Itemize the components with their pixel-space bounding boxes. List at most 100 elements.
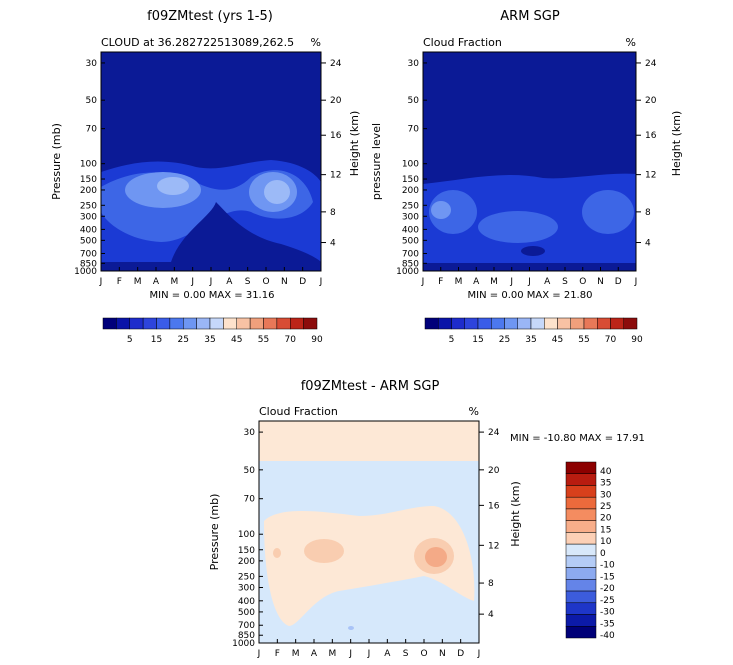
height-tick-label: 12 [330,171,341,181]
height-axis-label: Height (km) [670,111,683,177]
colorbar-label: 40 [600,467,612,477]
chart-subtitle: Cloud Fraction [423,36,502,49]
y-tick-label: 50 [408,96,420,106]
colorbar-swatch [303,317,318,330]
colorbar-label: 45 [552,335,563,345]
y-tick-label: 400 [402,225,419,235]
colorbar-label: 25 [499,335,510,345]
y-tick-label: 70 [408,125,420,135]
colorbar-label: 90 [311,335,323,345]
y-tick-label: 150 [238,546,255,556]
y-tick-label: 100 [238,530,255,540]
field-upper-peach [259,421,479,461]
colorbar-swatch [142,317,157,330]
colorbar-swatch [530,317,545,330]
x-tick-label: A [384,649,391,659]
colorbar-swatch [565,543,597,557]
colorbar-swatch [565,626,597,639]
height-tick-label: 24 [645,59,657,69]
field-blob-peach2 [273,548,281,558]
height-axis-label: Height (km) [348,111,361,177]
chart-subtitle: Cloud Fraction [259,405,338,418]
colorbar-label: 55 [578,335,589,345]
y-tick-label: 200 [238,557,255,567]
y-tick-label: 400 [238,597,255,607]
colorbar-label: 0 [600,549,606,559]
x-tick-label: J [209,277,213,287]
colorbar-swatch [565,485,597,498]
colorbar-swatch [565,508,597,521]
colorbar-label: -30 [600,608,615,618]
colorbar-label: -20 [600,584,615,594]
colorbar-swatch [565,520,597,533]
x-tick-label: A [473,277,480,287]
x-tick-label: M [490,277,498,287]
x-tick-label: F [438,277,443,287]
stats-text-diff: MIN = -10.80 MAX = 17.91 [510,433,645,444]
y-tick-label: 30 [244,428,256,438]
colorbar-label: 5 [127,335,133,345]
colorbar-label: 25 [178,335,189,345]
colorbar-label: 10 [600,537,612,547]
y-tick-label: 1000 [396,267,419,277]
colorbar-label: 15 [600,525,611,535]
colorbar-swatch [565,590,597,604]
y-tick-label: 250 [402,201,419,211]
x-tick-label: M [134,277,142,287]
y-tick-label: 500 [238,608,255,618]
colorbar-swatch [623,317,638,330]
colorbar-label: -25 [600,596,615,606]
contour-field-obs [423,52,636,271]
colorbar-swatch [565,579,597,592]
colorbar-label: 90 [631,335,643,345]
y-tick-label: 100 [402,160,419,170]
colorbar-swatch [464,317,479,330]
height-tick-label: 16 [645,131,657,141]
colorbar-swatch [544,317,558,330]
field-blob-peach2 [304,539,344,563]
units-label: % [311,36,321,49]
field-blob-dark [521,246,545,256]
units-label: % [626,36,636,49]
x-tick-label: S [562,277,568,287]
y-tick-label: 850 [402,259,419,269]
x-tick-label: M [455,277,463,287]
y-tick-label: 400 [80,225,97,235]
height-tick-label: 20 [488,466,500,476]
colorbar-swatch [451,317,465,330]
height-tick-label: 16 [488,501,500,511]
y-axis-label: pressure level [370,123,383,200]
contour-field-diff [259,421,479,643]
y-tick-label: 100 [80,160,97,170]
y-tick-label: 30 [86,59,98,69]
height-tick-label: 20 [645,96,657,106]
stats-text-obs: MIN = 0.00 MAX = 21.80 [468,290,593,301]
height-tick-label: 4 [330,239,336,249]
colorbar-swatch [565,532,597,545]
y-tick-label: 70 [86,125,98,135]
colorbar-swatch [565,473,597,486]
colorbar-swatch [610,317,624,330]
colorbar-swatch [223,317,237,330]
x-tick-label: A [153,277,160,287]
contour-field-model [101,52,321,271]
y-tick-label: 500 [80,236,97,246]
y-axis-label: Pressure (mb) [50,123,63,200]
y-tick-label: 200 [80,186,97,196]
colorbar-swatch [249,317,264,330]
x-tick-label: A [311,649,318,659]
colorbar-swatch [517,317,532,330]
y-tick-label: 1000 [232,639,255,649]
y-tick-label: 50 [244,466,256,476]
x-tick-label: D [457,649,464,659]
y-tick-label: 850 [238,631,255,641]
colorbar-label: 70 [285,335,297,345]
colorbar-label: -15 [600,572,615,582]
x-tick-label: J [190,277,194,287]
height-tick-label: 8 [488,579,494,589]
y-tick-label: 30 [408,59,420,69]
colorbar-label: 35 [204,335,215,345]
colorbar-label: 30 [600,490,612,500]
height-tick-label: 24 [330,59,342,69]
colorbar-label: 70 [605,335,617,345]
